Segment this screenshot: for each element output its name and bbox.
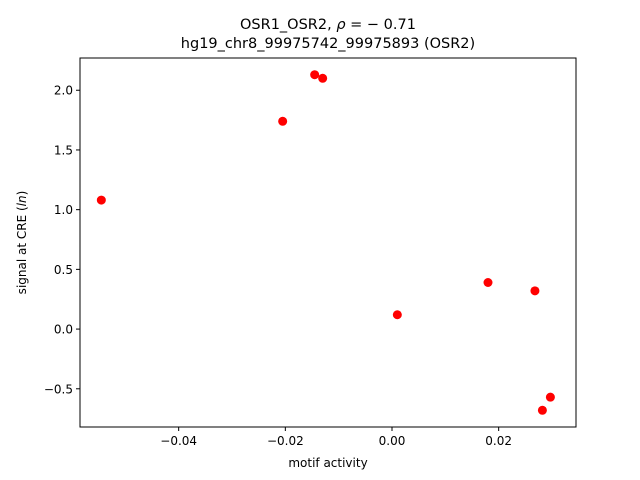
chart-title-line2: hg19_chr8_99975742_99975893 (OSR2) (181, 36, 475, 52)
data-point-4 (392, 310, 402, 320)
data-point-6 (530, 286, 540, 296)
x-tick-label: 0.00 (379, 434, 406, 448)
data-point-3 (318, 73, 328, 83)
data-point-8 (537, 405, 547, 415)
x-axis-label: motif activity (288, 456, 367, 470)
x-tick-label: −0.04 (160, 434, 197, 448)
data-point-7 (545, 392, 555, 402)
x-tick-label: −0.02 (267, 434, 304, 448)
y-tick-label: 2.0 (54, 84, 73, 98)
y-tick-label: 0.5 (54, 263, 73, 277)
y-tick-label: 1.5 (54, 143, 73, 157)
chart-title-line1: OSR1_OSR2, ρ = − 0.71 (240, 17, 416, 33)
data-point-0 (96, 195, 106, 205)
y-axis-label: signal at CRE (ln) (15, 191, 29, 295)
y-tick-label: 1.0 (54, 203, 73, 217)
y-tick-label: −0.5 (44, 382, 73, 396)
plot-area (96, 70, 555, 415)
data-point-5 (483, 278, 493, 288)
y-tick-label: 0.0 (54, 323, 73, 337)
data-point-1 (278, 116, 288, 126)
axes-frame (79, 57, 577, 428)
data-point-2 (310, 70, 320, 80)
x-tick-label: 0.02 (485, 434, 512, 448)
y-axis-ticks: −0.5 0.0 0.5 1.0 1.5 2.0 (44, 84, 80, 396)
x-axis-ticks: −0.04 −0.02 0.00 0.02 (160, 427, 512, 448)
